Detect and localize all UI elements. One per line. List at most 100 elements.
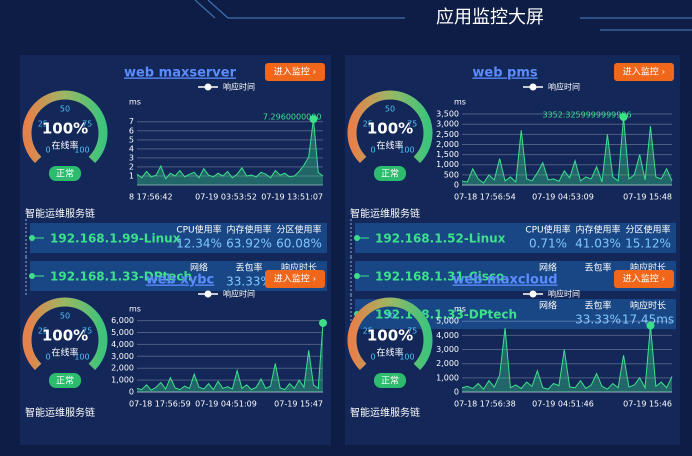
legend-marker: [529, 290, 537, 298]
y-tick-label: 0: [129, 388, 134, 397]
enter-button-label[interactable]: 进入监控 ›: [623, 273, 665, 285]
y-tick-label: 1,000: [436, 160, 459, 169]
enter-button-label[interactable]: 进入监控 ›: [274, 66, 316, 78]
ip-label: 192.168.1.31-Cisco: [375, 270, 504, 284]
ip-label: 192.168.1.52-Linux: [375, 232, 506, 246]
axis-unit: ms: [129, 98, 141, 107]
legend-marker: [204, 83, 212, 91]
gauge-tick-label: 0: [370, 352, 375, 361]
y-tick-label: 5: [129, 135, 134, 144]
enter-button-label[interactable]: 进入监控 ›: [623, 66, 665, 78]
metric-value: 0.71%: [529, 237, 567, 251]
legend-label: 响应时间: [548, 82, 580, 92]
x-tick-label: 07-19 04:51:09: [195, 400, 257, 409]
y-tick-label: 1,000: [436, 373, 459, 382]
ip-label: 192.168.1.33-DPtech: [50, 270, 192, 284]
gauge-tick-label: 100: [399, 145, 414, 154]
status-badge: [49, 373, 81, 388]
y-tick-label: 0: [454, 388, 459, 397]
y-tick-label: 2,000: [436, 140, 459, 149]
chain-title: 智能运维服务链: [25, 406, 95, 419]
area: [137, 119, 323, 185]
axis-unit: ms: [454, 305, 466, 314]
y-tick-label: 0: [454, 181, 459, 190]
metric-label: CPU使用率: [525, 224, 570, 236]
metric-label: CPU使用率: [176, 224, 221, 236]
gauge-tick-label: 25: [38, 119, 48, 128]
status-dot: [29, 273, 35, 279]
enter-button[interactable]: [614, 270, 674, 288]
status-badge: [374, 373, 406, 388]
metric-label: 网络: [539, 300, 557, 312]
chain-title: 智能运维服务链: [350, 207, 420, 220]
status-dot: [354, 235, 360, 241]
gauge-tick-label: 100: [74, 352, 89, 361]
axis-unit: ms: [454, 98, 466, 107]
y-tick-label: 3: [129, 153, 134, 162]
line: [461, 117, 673, 184]
legend-marker: [529, 83, 537, 91]
y-tick-label: 1,500: [436, 150, 459, 159]
status-label: 正常: [381, 375, 399, 387]
status-label: 正常: [56, 168, 74, 180]
app-name[interactable]: web pms: [472, 66, 538, 81]
metric-label: 响应时长: [630, 300, 666, 312]
y-tick-label: 3,000: [436, 120, 459, 129]
ip-label: 192.168.1.99-Linux: [50, 232, 181, 246]
app-name[interactable]: web maxserver: [124, 66, 237, 81]
gauge-tick-label: 75: [407, 326, 417, 335]
app-name[interactable]: web maxcloud: [452, 273, 557, 288]
max-annotation: 7.2960000000: [263, 113, 322, 122]
status-label: 正常: [381, 168, 399, 180]
area: [137, 322, 323, 392]
metric-label: 分区使用率: [625, 224, 670, 236]
enter-button[interactable]: [265, 270, 325, 288]
metric-value: 33.33%: [575, 313, 621, 327]
app-name[interactable]: web xybc: [146, 273, 215, 288]
gauge-tick-label: 25: [363, 119, 373, 128]
y-tick-label: 4,000: [111, 340, 134, 349]
max-marker: [309, 115, 318, 124]
gauge-caption: 在线率: [376, 347, 403, 359]
gauge-tick-label: 50: [385, 105, 395, 114]
legend-marker: [204, 290, 212, 298]
enter-button[interactable]: [265, 63, 325, 81]
gauge-arc: [22, 90, 108, 164]
max-marker: [619, 113, 628, 122]
max-annotation: 3352.3259999999996: [542, 111, 631, 120]
y-tick-label: 3,500: [436, 110, 459, 119]
y-tick-label: 3,000: [436, 345, 459, 354]
y-tick-label: 1: [129, 171, 134, 180]
enter-button-label[interactable]: 进入监控 ›: [274, 273, 316, 285]
y-tick-label: 1,000: [111, 376, 134, 385]
line: [136, 322, 324, 391]
metric-value: 12.34%: [176, 237, 222, 251]
service-row: [355, 223, 676, 253]
line: [136, 119, 324, 180]
gauge-value: 100%: [42, 120, 88, 138]
line: [461, 325, 673, 390]
gauge-tick-label: 50: [60, 105, 70, 114]
gauge-tick-label: 100: [399, 352, 414, 361]
gauge-caption: 在线率: [51, 140, 78, 152]
metric-label: 网络: [539, 262, 557, 274]
y-tick-label: 2: [129, 162, 134, 171]
metric-value: 41.03%: [575, 237, 621, 251]
y-tick-label: 6: [129, 126, 134, 135]
y-tick-label: 2,500: [436, 130, 459, 139]
enter-button[interactable]: [614, 63, 674, 81]
x-tick-label: 07-19 04:51:46: [532, 400, 594, 409]
gauge-value: 100%: [42, 327, 88, 345]
legend-label: 响应时间: [223, 289, 255, 299]
gauge-arc: [22, 297, 108, 371]
y-tick-label: 5,000: [436, 317, 459, 326]
x-tick-label: 07-18 17:56:54: [454, 193, 516, 202]
gauge-tick-label: 0: [45, 145, 50, 154]
status-badge: [49, 166, 81, 181]
page-title: 应用监控大屏: [436, 7, 544, 28]
x-tick-label: 8 17:56:42: [129, 193, 173, 202]
max-marker: [646, 321, 655, 330]
metric-label: 网络: [190, 262, 208, 274]
header-decoration: [194, 0, 692, 31]
gauge-tick-label: 100: [74, 145, 89, 154]
